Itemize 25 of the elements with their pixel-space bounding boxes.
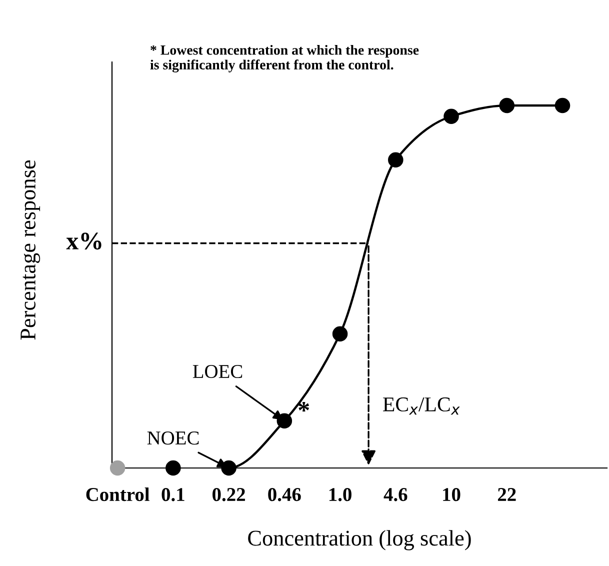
y-axis-title: Percentage response <box>20 160 40 340</box>
x-tick-label: Control <box>86 487 150 502</box>
annotation: EC$_{x}$/LC$_{x}$ <box>383 397 460 415</box>
point <box>276 413 292 429</box>
point <box>110 460 126 476</box>
x-tick-label: 0.22 <box>212 488 245 502</box>
x-tick-label: 0.46 <box>268 488 301 502</box>
x-tick-label: 0.1 <box>162 488 184 502</box>
point <box>444 108 459 124</box>
point <box>221 460 236 476</box>
annotation: LOEC <box>192 364 242 378</box>
point <box>332 326 348 342</box>
annotation: * <box>298 402 310 412</box>
x-tick-label: 10 <box>443 488 460 502</box>
x-tick-label: 1.0 <box>329 488 352 502</box>
annotation: NOEC <box>147 432 199 445</box>
point <box>388 152 404 168</box>
text: * Lowest concentration at which the response is significantly different from the control. <box>150 45 419 72</box>
x-tick-label: 22 <box>498 488 516 501</box>
ref-line-label: x% <box>66 232 102 250</box>
x-axis-title: Concentration (log scale) <box>248 530 471 550</box>
point <box>166 460 181 476</box>
point <box>499 98 515 114</box>
point <box>554 98 570 114</box>
x-tick-label: 4.6 <box>384 488 408 502</box>
